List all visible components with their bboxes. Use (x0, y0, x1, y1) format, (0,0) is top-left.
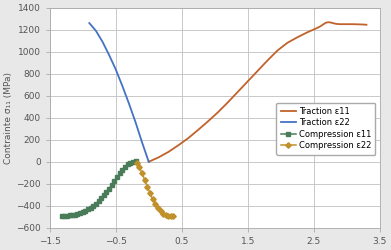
Compression ε11 (59, 214, 64, 218)
Traction ε11 (344, 23, 349, 26)
Traction ε11 (328, 21, 333, 24)
Traction ε11 (216, 111, 221, 114)
Traction ε22 (107, 54, 111, 56)
Compression ε11 (96, 200, 101, 203)
Compression ε11 (99, 197, 104, 200)
Y-axis label: Contrainte σ₁₁ (MPa): Contrainte σ₁₁ (MPa) (4, 72, 13, 164)
Traction ε11 (331, 22, 336, 25)
Traction ε22 (113, 68, 118, 71)
Compression ε22 (169, 215, 174, 218)
Traction ε22 (120, 84, 125, 87)
Compression ε22 (161, 212, 165, 215)
Traction ε11 (305, 31, 309, 34)
Compression ε22 (150, 198, 155, 201)
Traction ε11 (354, 23, 359, 26)
Traction ε11 (245, 80, 250, 83)
Traction ε11 (348, 23, 352, 26)
Compression ε22 (158, 210, 163, 213)
Compression ε11 (109, 184, 114, 186)
Compression ε11 (93, 202, 98, 205)
Compression ε22 (153, 203, 158, 206)
Compression ε11 (102, 194, 106, 197)
Line: Compression ε11: Compression ε11 (60, 159, 138, 218)
Compression ε11 (86, 208, 90, 211)
Compression ε22 (135, 161, 139, 164)
Compression ε22 (137, 166, 142, 169)
Traction ε11 (361, 23, 366, 26)
Traction ε11 (226, 101, 230, 104)
Traction ε22 (140, 141, 144, 144)
Compression ε11 (131, 160, 135, 163)
Compression ε11 (125, 163, 130, 166)
Traction ε11 (166, 150, 171, 153)
Traction ε22 (127, 102, 131, 105)
Traction ε11 (364, 23, 369, 26)
Compression ε22 (156, 206, 160, 210)
Compression ε11 (112, 180, 117, 182)
Traction ε11 (156, 156, 161, 159)
Traction ε11 (318, 25, 323, 28)
Compression ε11 (83, 209, 88, 212)
Compression ε11 (115, 176, 119, 179)
Compression ε11 (133, 159, 138, 162)
Traction ε11 (334, 22, 339, 26)
Traction ε22 (87, 22, 91, 25)
Compression ε11 (65, 214, 69, 217)
Traction ε11 (206, 120, 210, 123)
Traction ε11 (176, 144, 181, 147)
Compression ε11 (72, 213, 77, 216)
Compression ε11 (81, 210, 85, 214)
Traction ε11 (323, 21, 328, 24)
Compression ε11 (104, 190, 109, 194)
Compression ε11 (128, 161, 133, 164)
Traction ε22 (100, 40, 105, 43)
Traction ε11 (255, 70, 260, 72)
Compression ε11 (70, 214, 75, 217)
Line: Traction ε11: Traction ε11 (149, 22, 366, 162)
Traction ε11 (265, 59, 270, 62)
Compression ε22 (166, 214, 171, 218)
Traction ε22 (146, 160, 151, 163)
Traction ε11 (351, 23, 355, 26)
Compression ε11 (91, 204, 96, 207)
Traction ε11 (235, 90, 240, 93)
Traction ε11 (357, 23, 362, 26)
Traction ε11 (275, 49, 280, 52)
Compression ε22 (148, 192, 152, 195)
Traction ε11 (196, 128, 201, 131)
Line: Compression ε22: Compression ε22 (135, 161, 175, 218)
Compression ε11 (78, 212, 83, 214)
Compression ε22 (145, 185, 150, 188)
Compression ε11 (120, 168, 125, 171)
Legend: Traction ε11, Traction ε22, Compression ε11, Compression ε22: Traction ε11, Traction ε22, Compression … (276, 103, 375, 155)
Traction ε11 (321, 23, 326, 26)
Traction ε22 (133, 121, 138, 124)
Traction ε11 (146, 160, 151, 163)
Traction ε11 (295, 36, 300, 39)
Compression ε11 (107, 187, 111, 190)
Traction ε11 (285, 42, 290, 44)
Compression ε11 (75, 212, 80, 216)
Compression ε22 (163, 214, 168, 217)
Compression ε11 (62, 214, 66, 218)
Traction ε11 (186, 136, 191, 140)
Compression ε11 (88, 206, 93, 209)
Compression ε11 (117, 172, 122, 175)
Traction ε11 (326, 21, 330, 24)
Compression ε22 (142, 178, 147, 182)
Compression ε11 (123, 165, 127, 168)
Traction ε11 (315, 26, 319, 30)
Compression ε11 (67, 214, 72, 217)
Line: Traction ε22: Traction ε22 (89, 23, 149, 162)
Traction ε11 (341, 23, 346, 26)
Compression ε22 (140, 172, 144, 175)
Traction ε11 (338, 23, 343, 26)
Compression ε22 (171, 215, 176, 218)
Traction ε22 (93, 29, 98, 32)
